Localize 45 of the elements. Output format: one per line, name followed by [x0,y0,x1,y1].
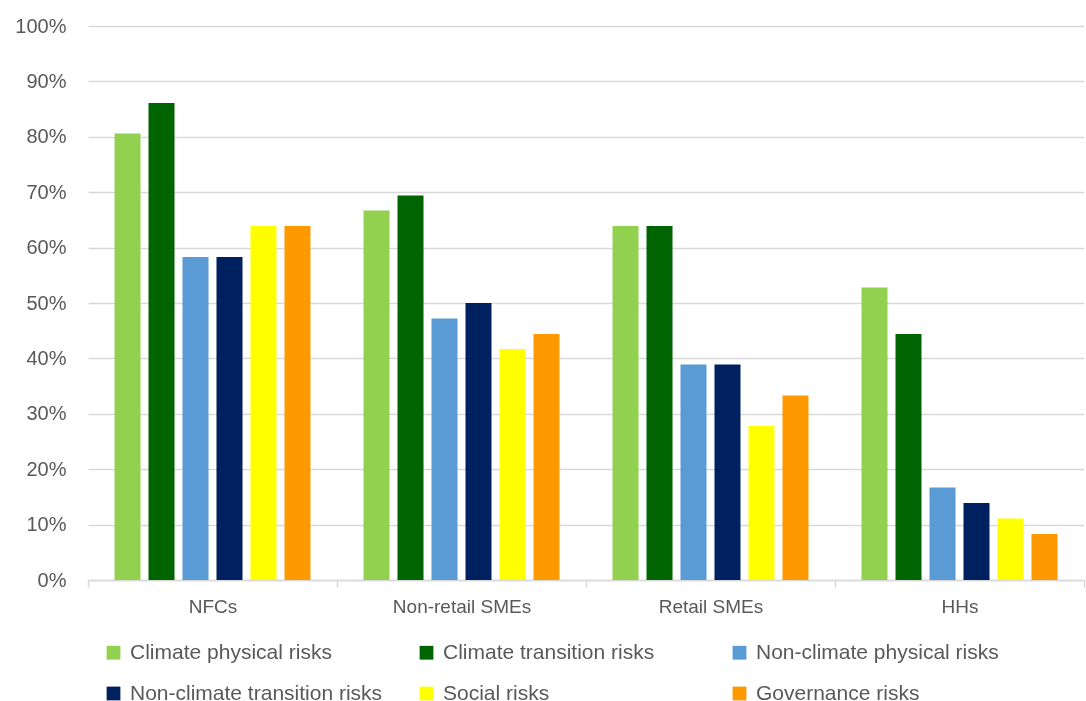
y-tick-label: 40% [26,346,67,369]
bar [861,287,888,580]
y-tick-label: 60% [26,236,67,259]
bar [929,487,956,580]
y-tick-label: 30% [26,402,67,425]
x-tick-label: NFCs [188,595,238,617]
bar [284,225,311,580]
bar [431,318,458,580]
bar [114,133,141,580]
legend-label: Non-climate transition risks [130,680,383,701]
bar [499,348,526,580]
bar [680,364,707,580]
legend-label: Governance risks [756,680,920,701]
bar [612,225,639,580]
x-tick-label: Non-retail SMEs [392,595,532,617]
y-tick-label: 100% [15,14,67,37]
y-tick-label: 80% [26,125,67,148]
y-tick-label: 70% [26,180,67,203]
bar [646,225,673,580]
bar [182,257,209,580]
y-tick-label: 10% [26,513,67,536]
bar [997,518,1024,580]
bar [250,225,277,580]
bar [363,210,390,580]
y-tick-label: 20% [26,457,67,480]
y-tick-label: 90% [26,69,67,92]
bar [148,103,175,580]
bar [895,334,922,580]
legend-label: Social risks [443,680,550,701]
bar [714,364,741,580]
legend-label: Non-climate physical risks [756,639,999,663]
bar [782,395,809,580]
bar [397,195,424,580]
legend-label: Climate physical risks [130,639,332,663]
x-tick-label: HHs [941,595,979,617]
y-tick-label: 0% [37,568,67,591]
bar [533,334,560,580]
legend-label: Climate transition risks [443,639,655,663]
bar [748,425,775,580]
x-tick-label: Retail SMEs [658,595,764,617]
y-tick-label: 50% [26,291,67,314]
bar [963,502,990,580]
bar [1031,534,1058,580]
bar [465,303,492,580]
bar [216,257,243,580]
